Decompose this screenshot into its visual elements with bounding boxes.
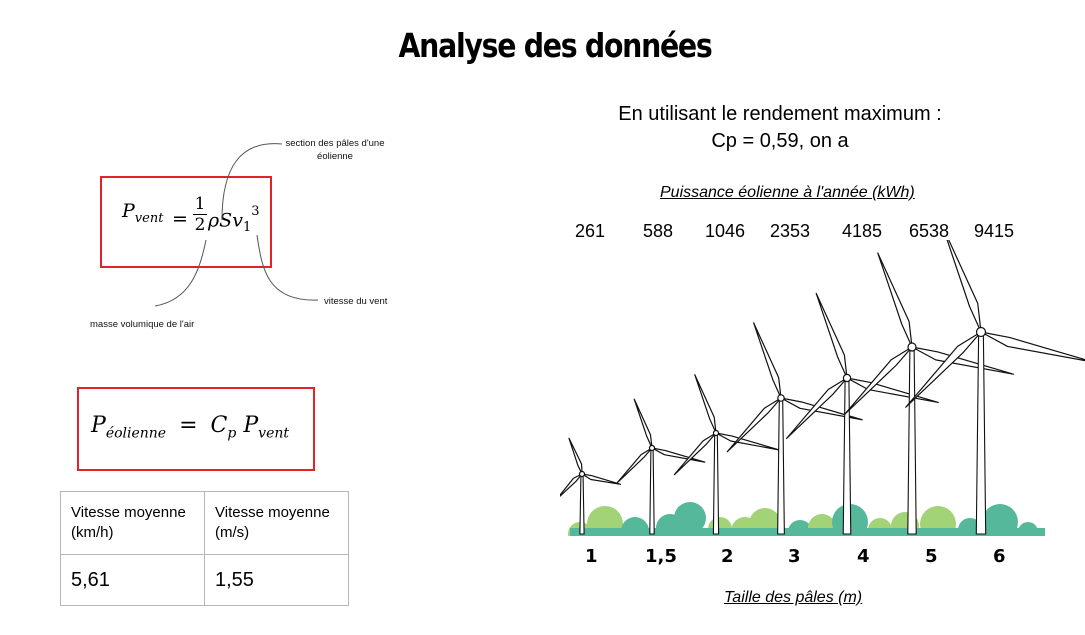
table-header-cell: Vitesse moyenne (km/h) xyxy=(60,491,205,555)
turbine-power-formula-box: Péolienne = Cp Pvent xyxy=(77,387,315,471)
table-cell: 5,61 xyxy=(60,554,205,606)
table-cell: 1,55 xyxy=(204,554,349,606)
turbine-blade xyxy=(946,240,982,333)
power-value: 588 xyxy=(643,221,674,241)
turbine-blade xyxy=(568,437,583,475)
table-header-row: Vitesse moyenne (km/h) Vitesse moyenne (… xyxy=(60,491,349,555)
turbine-hub xyxy=(712,429,720,437)
speed-sub: 1 xyxy=(242,220,252,236)
turbine-hub xyxy=(777,394,785,402)
turbine-blade xyxy=(911,346,1015,375)
blade-size-label: 1,5 xyxy=(645,546,677,567)
turbine-blade xyxy=(560,473,583,498)
blade-axis-title: Taille des pâles (m) xyxy=(724,589,863,606)
wind-speed-table: Vitesse moyenne (km/h) Vitesse moyenne (… xyxy=(60,491,349,606)
turbine-blade xyxy=(581,473,622,485)
power-value: 2353 xyxy=(770,221,811,241)
turbine-blade xyxy=(726,397,782,453)
formula-equals: = xyxy=(172,208,188,230)
fraction-bar xyxy=(193,214,207,215)
blade-size-label: 1 xyxy=(585,546,598,567)
blade-size-label: 2 xyxy=(721,546,734,567)
formula2-equals: = xyxy=(179,413,198,438)
speed-symbol: v xyxy=(232,209,243,232)
turbine-tower xyxy=(777,397,785,535)
table-row: 5,61 1,55 xyxy=(60,554,349,606)
power-value: 4185 xyxy=(842,221,883,241)
turbine-power-formula: Péolienne = Cp Pvent xyxy=(91,413,289,441)
formula2-lhs: P xyxy=(91,413,106,438)
wind-turbines-illustration xyxy=(560,240,1085,540)
turbine-hub xyxy=(975,326,987,338)
page-title: Analyse des données xyxy=(398,26,712,65)
turbine-tower xyxy=(907,346,917,535)
turbine-blade xyxy=(877,252,913,348)
turbine-tower xyxy=(975,331,987,535)
bush xyxy=(674,502,706,534)
formula2-cp-sub: p xyxy=(227,425,237,442)
annotation-section: section des pâles d'une éolienne xyxy=(285,138,385,162)
turbine-tower xyxy=(842,377,852,535)
wind-power-formula: Pvent xyxy=(122,200,163,226)
rendement-line2: Cp = 0,59, on a xyxy=(711,130,849,152)
turbine-blade xyxy=(616,447,653,484)
turbine-hub xyxy=(907,342,917,352)
fraction-denominator: 2 xyxy=(194,215,206,235)
power-title: Puissance éolienne à l'année (kWh) xyxy=(660,184,915,201)
turbine-hub xyxy=(842,373,852,383)
formula2-pvent: P xyxy=(243,413,259,438)
power-value: 1046 xyxy=(705,221,746,241)
annotation-air-density: masse volumique de l'air xyxy=(90,319,195,330)
ground xyxy=(570,528,1045,536)
rho-symbol: ρ xyxy=(208,209,220,232)
speed-exponent: 3 xyxy=(251,204,260,219)
formula-lhs-sub: vent xyxy=(134,210,164,226)
blade-size-label: 3 xyxy=(788,546,801,567)
annotation-wind-speed: vitesse du vent xyxy=(324,296,388,307)
blade-size-label: 5 xyxy=(925,546,938,567)
turbine-blade xyxy=(715,432,780,451)
turbine-blade xyxy=(844,346,913,415)
turbine-blade xyxy=(633,398,653,449)
ground-mask xyxy=(560,536,1085,540)
turbine-blade xyxy=(815,292,848,379)
turbine-blade xyxy=(753,322,782,399)
turbine-blade xyxy=(780,397,863,421)
turbine-tower xyxy=(712,432,720,535)
formula-fraction: 1 2 xyxy=(193,194,207,235)
formula2-lhs-sub: éolienne xyxy=(105,425,167,442)
power-value: 261 xyxy=(575,221,606,241)
turbine-tower xyxy=(579,473,585,535)
power-value: 6538 xyxy=(909,221,950,241)
turbine-blade xyxy=(694,374,717,434)
annotation-curves xyxy=(154,143,319,307)
turbine-blade xyxy=(785,377,848,440)
blade-size-label: 4 xyxy=(857,546,870,567)
turbine-blade xyxy=(673,432,717,476)
formula2-pvent-sub: vent xyxy=(258,425,289,442)
rendement-line1: En utilisant le rendement maximum : xyxy=(618,103,942,125)
turbine-hub xyxy=(648,444,656,452)
turbine-blade xyxy=(905,331,982,408)
power-value: 9415 xyxy=(974,221,1015,241)
rendement-text: En utilisant le rendement maximum : Cp =… xyxy=(560,101,1000,155)
turbine-tower xyxy=(649,447,655,535)
fraction-numerator: 1 xyxy=(194,194,206,214)
turbine-blade xyxy=(980,331,1085,362)
blade-size-label: 6 xyxy=(993,546,1006,567)
formula-lhs: P xyxy=(122,200,135,222)
formula2-cp: C xyxy=(210,413,228,438)
turbine-hub xyxy=(578,470,586,478)
table-header-cell: Vitesse moyenne (m/s) xyxy=(204,491,349,555)
